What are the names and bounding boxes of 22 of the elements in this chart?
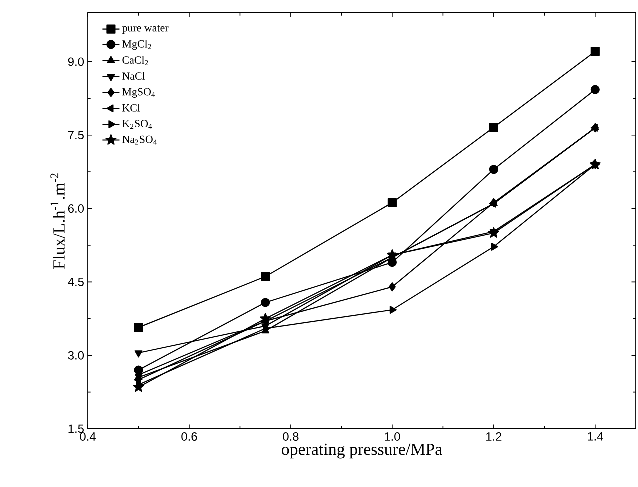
- x-tick-label: 0.8: [283, 432, 299, 441]
- x-tick-label: 0.4: [80, 432, 96, 441]
- y-tick-label: 9.0: [68, 58, 84, 66]
- legend-label: Na$_{2}$SO$_{4}$: [122, 136, 158, 145]
- x-tick-label: 1.0: [385, 432, 400, 441]
- legend-label: CaCl$_{2}$: [122, 56, 148, 66]
- y-axis-title: Flux/L.h$^{-1}$.m$^{-2}$: [50, 174, 65, 269]
- legend-label: MgCl$_{2}$: [122, 40, 152, 50]
- legend-label: KCl: [122, 104, 140, 112]
- y-tick-label: 3.0: [68, 351, 84, 360]
- legend-label: K$_{2}$SO$_{4}$: [122, 120, 152, 130]
- x-tick-label: 1.4: [588, 432, 604, 441]
- legend-label: MgSO$_{4}$: [122, 88, 156, 98]
- legend-label: NaCl: [122, 72, 146, 80]
- y-tick-label: 7.5: [68, 131, 84, 140]
- x-tick-label: 0.6: [182, 432, 198, 441]
- legend-label: pure water: [122, 26, 169, 34]
- y-tick-label: 1.5: [68, 424, 84, 434]
- x-axis-title: operating pressure/MPa: [282, 444, 442, 459]
- x-tick-label: 1.2: [486, 432, 502, 441]
- y-tick-label: 6.0: [68, 204, 84, 213]
- y-tick-label: 4.5: [68, 278, 84, 286]
